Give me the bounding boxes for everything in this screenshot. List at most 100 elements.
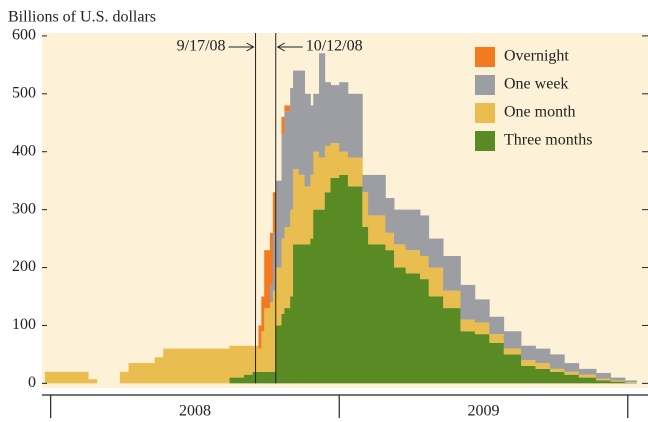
area-step [298, 244, 305, 384]
area-step [460, 284, 476, 320]
area-step [324, 82, 331, 146]
area-step [281, 313, 285, 384]
area-step [244, 345, 254, 375]
area-step [596, 378, 611, 381]
y-tick-label: 200 [12, 258, 36, 275]
legend-label: Overnight [504, 48, 569, 65]
area-step [293, 70, 300, 170]
area-step [489, 342, 505, 384]
area-step [310, 174, 314, 239]
area-step [564, 374, 580, 384]
area-step [304, 244, 311, 384]
area-step [420, 255, 430, 280]
area-step [284, 105, 291, 112]
area-step [298, 70, 305, 175]
area-step [339, 174, 349, 384]
area-step [405, 250, 421, 274]
area-step [284, 308, 291, 384]
area-step [394, 267, 406, 384]
area-step [624, 382, 637, 383]
y-tick-label: 100 [12, 316, 36, 333]
area-step [119, 371, 129, 384]
area-step [443, 290, 461, 309]
area-step [489, 316, 505, 335]
area-step [394, 244, 406, 268]
area-step [310, 238, 314, 384]
legend-label: One month [504, 104, 576, 121]
area-step [420, 215, 430, 256]
area-step [319, 53, 326, 158]
y-tick-label: 0 [28, 374, 36, 391]
area-step [264, 308, 271, 372]
area-step [275, 180, 282, 268]
area-step [281, 134, 285, 239]
area-step [281, 238, 285, 314]
area-step [290, 88, 294, 210]
area-step [596, 380, 611, 384]
area-step [324, 145, 331, 193]
area-step [304, 93, 311, 187]
area-step [578, 374, 597, 378]
area-step [264, 371, 271, 384]
area-step [290, 209, 294, 297]
area-step [624, 380, 637, 383]
area-step [269, 284, 274, 303]
area-step [489, 334, 505, 343]
area-step [362, 192, 369, 228]
area-step [304, 186, 311, 245]
area-step [88, 379, 98, 384]
legend-swatch [475, 103, 495, 123]
area-step [443, 255, 461, 291]
area-step [272, 232, 277, 291]
area-step [261, 371, 265, 384]
area-step [549, 368, 565, 372]
area-step [347, 186, 363, 384]
area-step [460, 319, 476, 332]
area-step [405, 273, 421, 384]
area-step [474, 299, 490, 323]
area-step [293, 244, 300, 384]
area-step [339, 151, 349, 175]
area-step [310, 105, 314, 175]
area-step [503, 354, 522, 384]
area-step [624, 382, 637, 384]
area-step [269, 232, 274, 285]
y-tick-label: 400 [12, 142, 36, 159]
area-step [610, 380, 626, 382]
area-step [324, 192, 331, 384]
area-step [610, 377, 626, 381]
area-step [313, 209, 320, 384]
area-step [275, 325, 282, 384]
area-step [428, 296, 444, 384]
area-step [428, 267, 444, 297]
area-step [313, 93, 320, 152]
area-step [275, 267, 282, 326]
area-step [368, 244, 386, 384]
area-step [564, 363, 580, 372]
area-step [474, 322, 490, 335]
area-step [319, 157, 326, 210]
y-tick-label: 300 [12, 200, 36, 217]
area-step [264, 250, 271, 309]
area-step [128, 363, 155, 384]
area-step [229, 377, 245, 384]
area-step [362, 227, 369, 384]
x-tick-label: 2009 [468, 403, 500, 420]
area-step [44, 371, 89, 384]
area-step [578, 368, 597, 375]
area-step [298, 174, 305, 245]
area-step [347, 93, 363, 158]
area-step [272, 371, 277, 384]
area-step [261, 296, 265, 332]
area-step [258, 371, 262, 384]
area-step [258, 325, 262, 349]
area-step [362, 174, 369, 193]
area-step [319, 209, 326, 384]
legend-swatch [475, 131, 495, 151]
legend-label: One week [504, 76, 568, 93]
area-step [330, 177, 340, 384]
area-step [549, 354, 565, 369]
area-step [368, 215, 386, 245]
area-step [610, 381, 626, 384]
